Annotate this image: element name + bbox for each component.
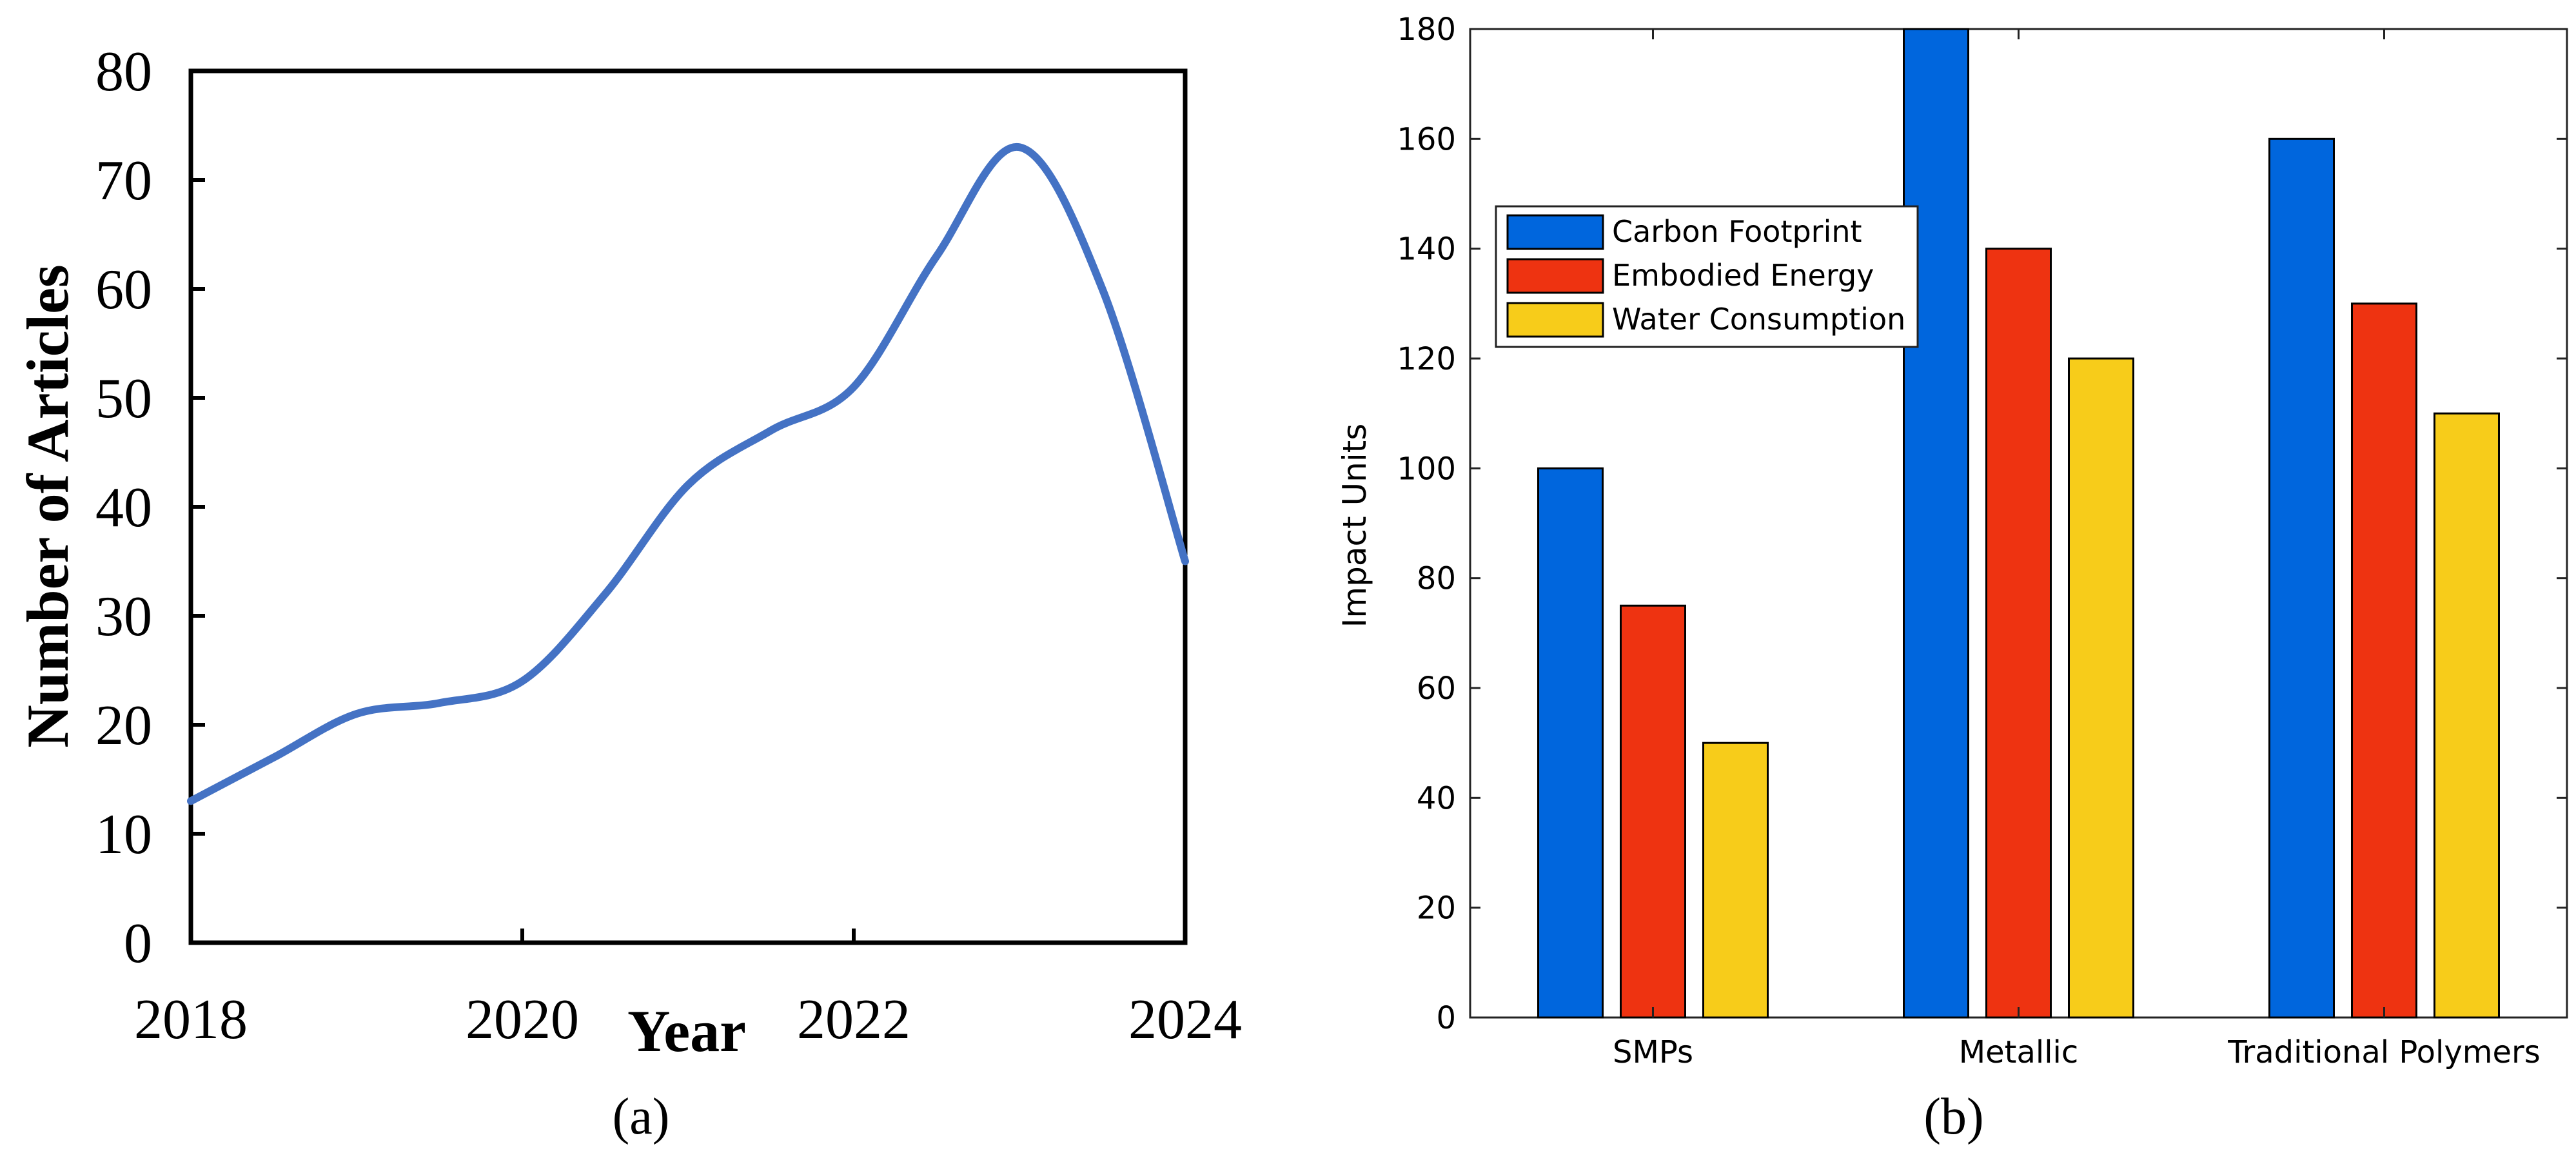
legend: Carbon Footprint Embodied Energy Water C…: [1495, 205, 1919, 348]
y-tick-label: 60: [1417, 671, 1456, 707]
y-tick-label: 40: [1417, 780, 1456, 816]
y-tick-label: 80: [95, 41, 152, 103]
y-tick-label: 20: [95, 694, 152, 757]
bar: [2068, 357, 2134, 1019]
y-tick-label: 100: [1397, 451, 1456, 487]
y-tick-label: 0: [124, 912, 152, 975]
legend-swatch: [1506, 302, 1604, 338]
bar: [1985, 248, 2052, 1019]
y-tick-label: 40: [95, 477, 152, 539]
category-labels: SMPs Metallic Traditional Polymers: [1613, 29, 2541, 1070]
legend-label: Carbon Footprint: [1612, 214, 1862, 249]
legend-swatch: [1506, 214, 1604, 250]
bar: [1620, 604, 1686, 1019]
y-tick-label: 30: [95, 585, 152, 648]
y-tick-label: 10: [95, 803, 152, 866]
category-label: Metallic: [1959, 1034, 2079, 1070]
legend-item: Carbon Footprint: [1506, 214, 1862, 250]
y-tick-label: 0: [1436, 1000, 1456, 1036]
y-tick-label: 120: [1397, 341, 1456, 377]
bar-chart-panel: 0 20 40 60 80 100 120 140 160 180 SMPs Metallic Tra…: [1336, 12, 2568, 1145]
legend-swatch: [1506, 258, 1604, 294]
x-tick-label: 2020: [466, 988, 579, 1051]
x-tick-label: 2018: [134, 988, 248, 1051]
y-axis-label: Impact Units: [1336, 424, 1373, 628]
x-axis-ticks: 2018 2020 2022 2024: [134, 929, 1242, 1051]
legend-label: Embodied Energy: [1612, 258, 1874, 293]
y-tick-label: 80: [1417, 561, 1456, 597]
x-axis-label: Year: [627, 998, 746, 1064]
y-tick-label: 60: [95, 259, 152, 321]
bar: [2433, 412, 2500, 1019]
bars: [1537, 28, 2500, 1019]
y-tick-label: 50: [95, 368, 152, 430]
panel-label-b: (b): [1923, 1088, 1983, 1145]
bar: [2268, 137, 2335, 1019]
legend-item: Embodied Energy: [1506, 258, 1874, 294]
bar: [1903, 28, 1969, 1019]
x-tick-label: 2022: [797, 988, 910, 1051]
y-axis-label: Number of Articles: [15, 264, 81, 747]
y-axis-ticks: 0 20 40 60 80 100 120 140 160 180: [1397, 12, 2567, 1036]
bar: [1537, 467, 1604, 1019]
y-tick-label: 180: [1397, 12, 1456, 48]
y-axis-ticks: 0 10 20 30 40 50 60 70 80: [95, 41, 205, 975]
y-tick-label: 140: [1397, 231, 1456, 268]
category-label: SMPs: [1613, 1034, 1693, 1070]
legend-label: Water Consumption: [1612, 302, 1905, 337]
plot-frame: [188, 68, 1188, 945]
series-line: [187, 143, 1189, 805]
line-chart-panel: 0 10 20 30 40 50 60 70 80 2018 2020 2022 2024 Numbe…: [15, 41, 1242, 1145]
bar: [1702, 742, 1769, 1019]
x-tick-label: 2024: [1128, 988, 1242, 1051]
panel-label-a: (a): [613, 1088, 670, 1145]
y-tick-label: 70: [95, 150, 152, 212]
y-tick-label: 20: [1417, 890, 1456, 927]
category-label: Traditional Polymers: [2227, 1034, 2541, 1070]
legend-item: Water Consumption: [1506, 302, 1905, 338]
y-tick-label: 160: [1397, 121, 1456, 157]
bar: [2351, 302, 2417, 1019]
